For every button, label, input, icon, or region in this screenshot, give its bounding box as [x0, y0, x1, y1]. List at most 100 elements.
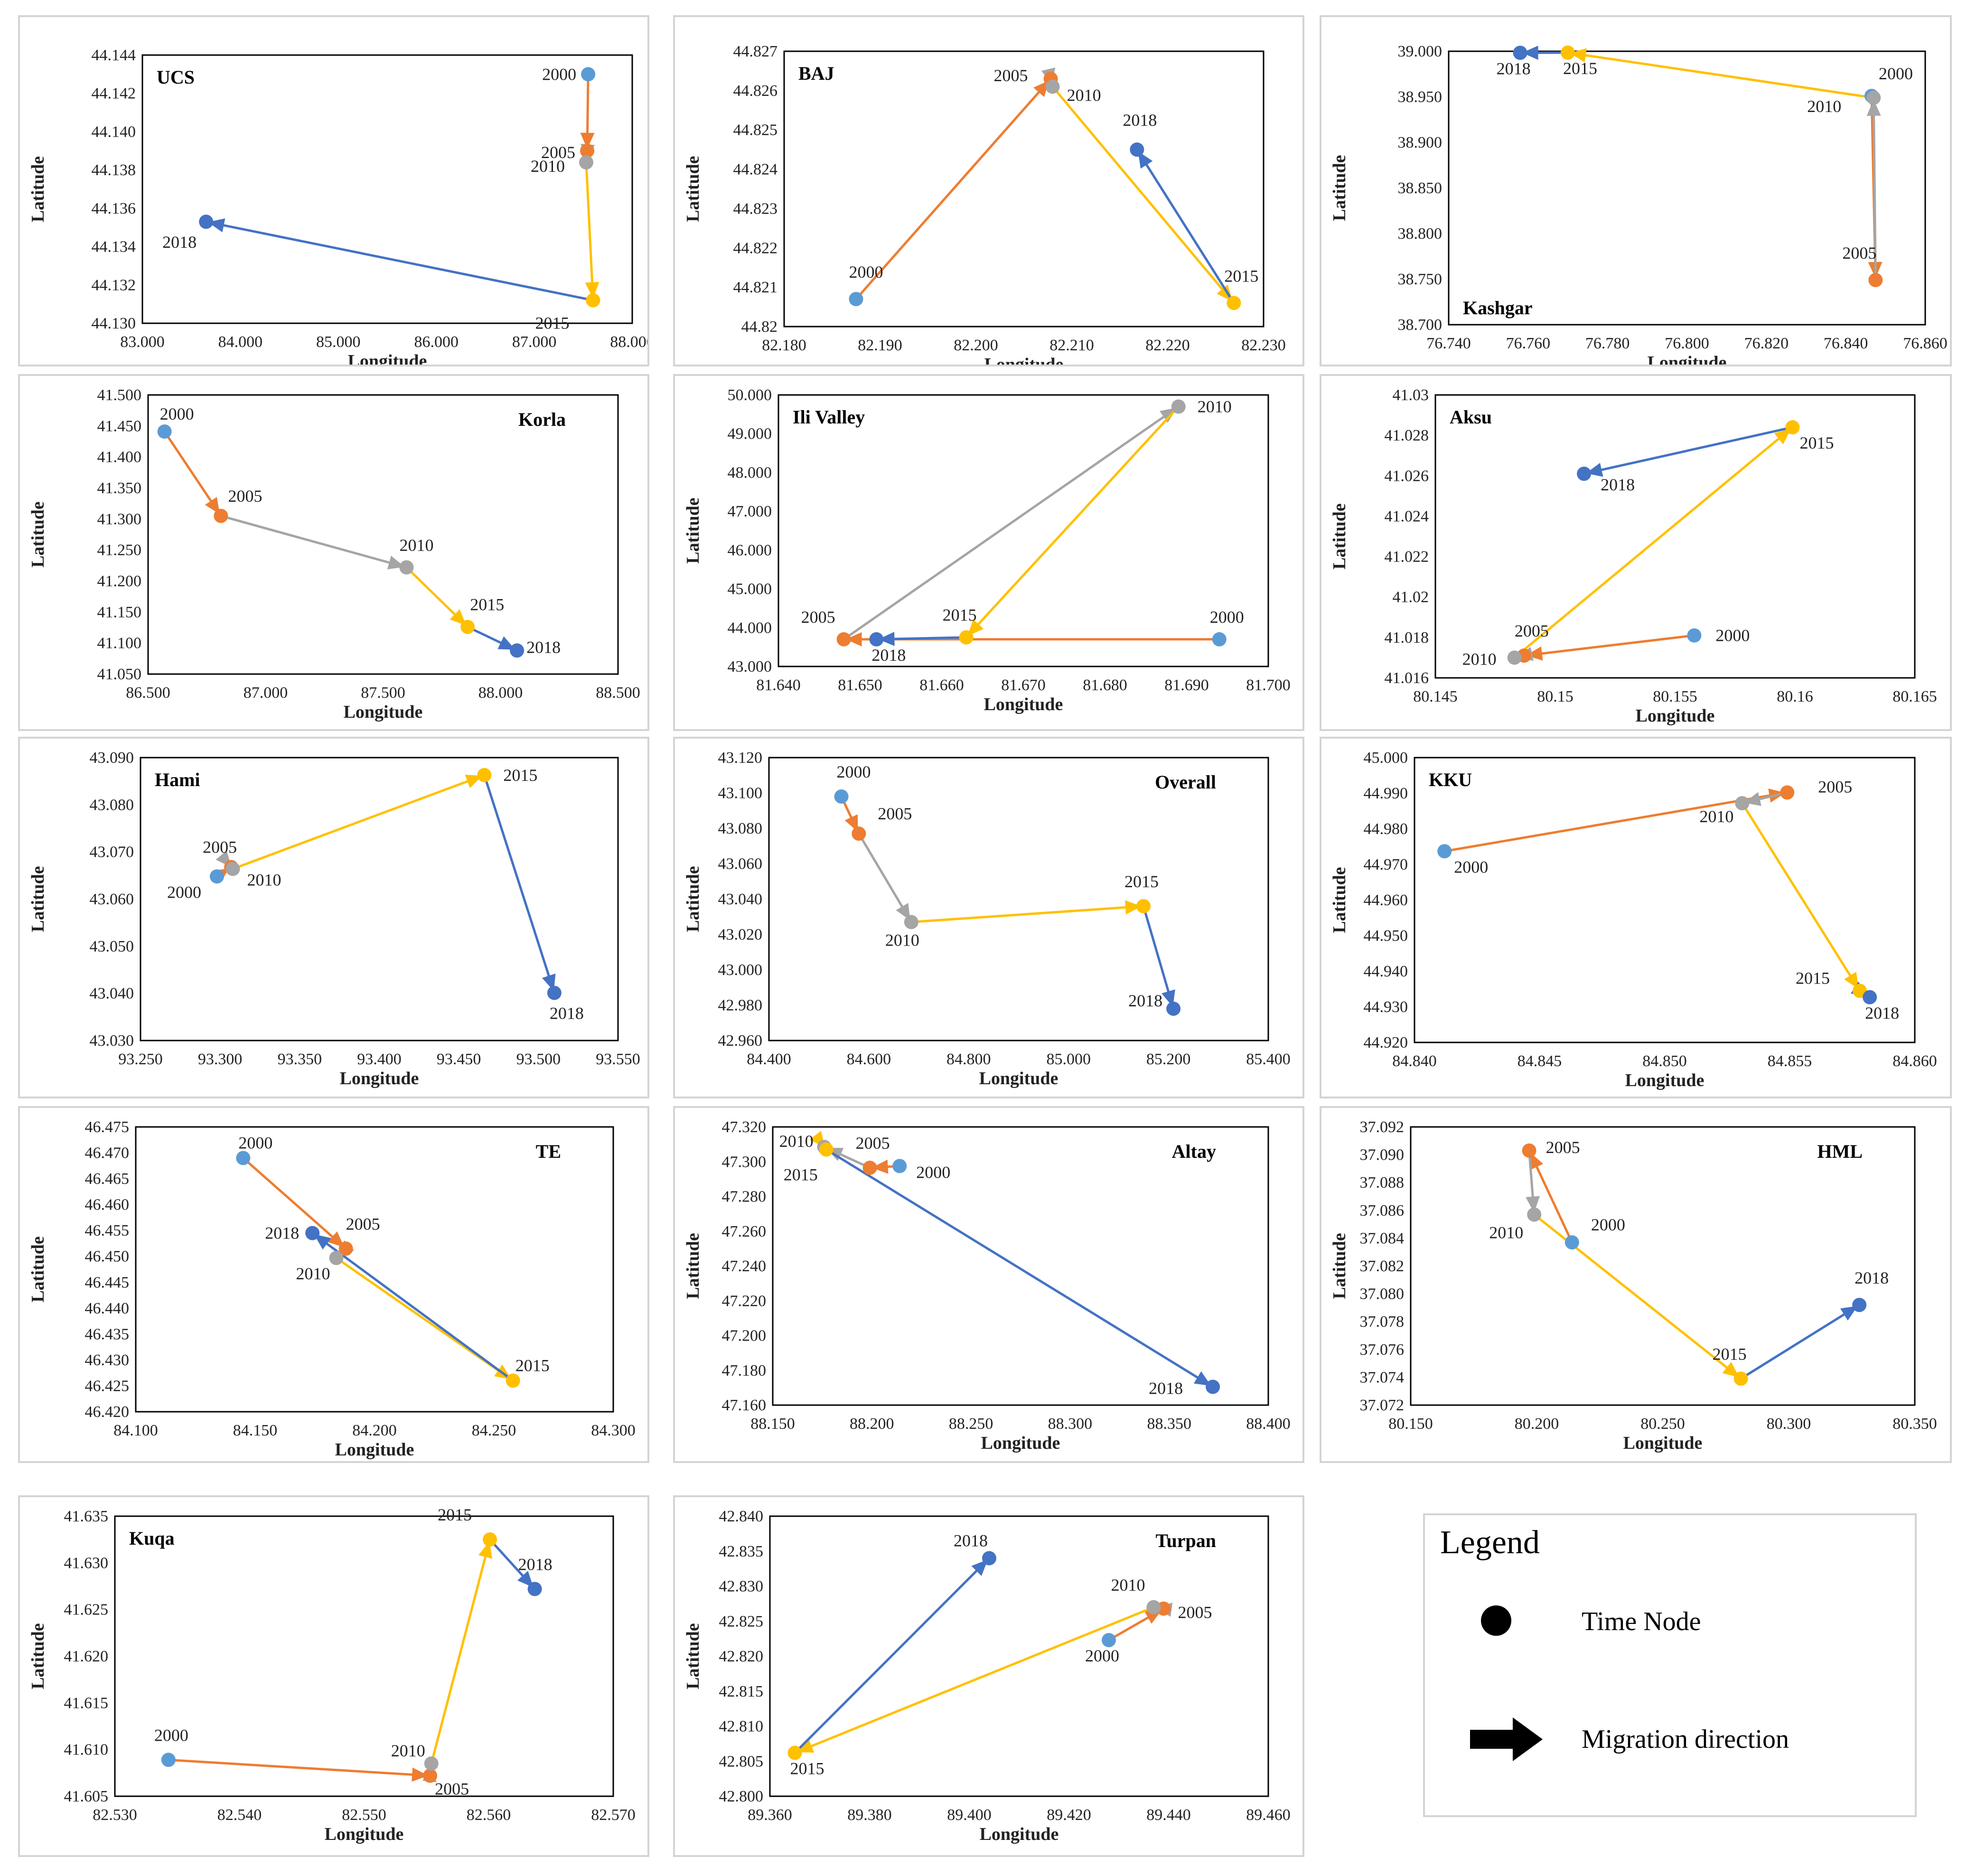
y-tick-label: 41.022	[1385, 548, 1429, 566]
y-tick-label: 44.980	[1364, 820, 1408, 838]
x-tick-label: 82.180	[762, 337, 806, 354]
y-tick-label: 43.100	[718, 785, 763, 802]
year-label-2010: 2010	[1111, 1576, 1145, 1595]
y-tick-label: 44.821	[733, 279, 778, 296]
y-tick-label: 41.100	[97, 635, 142, 652]
migration-arrow-2018	[1840, 1306, 1858, 1321]
x-tick-label: 88.350	[1147, 1415, 1191, 1433]
year-label-2015: 2015	[438, 1505, 472, 1524]
y-tick-label: 38.800	[1398, 225, 1442, 243]
time-node-2005	[862, 1161, 877, 1175]
time-node-2010	[1507, 650, 1522, 665]
y-tick-label: 41.03	[1393, 386, 1429, 404]
time-node-2000	[1212, 632, 1227, 647]
time-node-2015	[819, 1142, 834, 1157]
x-tick-label: 84.100	[113, 1422, 158, 1439]
x-tick-label: 80.155	[1653, 688, 1697, 705]
chart-panel-ili-valley: 81.640 81.650 81.660 81.670 81.680 81.690 81.7…	[673, 374, 1304, 731]
time-node-2010	[1045, 79, 1060, 94]
migration-line-2005	[1444, 791, 1788, 853]
time-node-2005	[580, 143, 595, 158]
time-node-2005	[423, 1768, 438, 1783]
year-label-2000: 2000	[849, 263, 883, 281]
chart-title: Ili Valley	[793, 406, 865, 428]
x-tick-label: 89.380	[847, 1806, 892, 1824]
y-tick-label: 37.088	[1360, 1174, 1405, 1191]
x-tick-label: 82.550	[342, 1806, 386, 1824]
y-tick-label: 47.260	[722, 1223, 767, 1240]
y-axis-title: Latitude	[1330, 867, 1349, 933]
year-label-2010: 2010	[1807, 97, 1841, 116]
x-tick-label: 84.860	[1892, 1052, 1937, 1070]
x-tick-label: 93.500	[516, 1051, 561, 1068]
year-label-2015: 2015	[943, 606, 977, 625]
y-tick-label: 41.200	[97, 572, 142, 590]
chart-title: Hami	[155, 769, 200, 790]
plot-frame	[1448, 50, 1926, 326]
y-tick-label: 41.625	[64, 1601, 109, 1619]
chart-svg: 82.530 82.540 82.550 82.560 82.570 41.605 41.6…	[28, 1505, 636, 1844]
y-tick-label: 37.090	[1360, 1146, 1405, 1164]
y-tick-label: 44.930	[1364, 998, 1408, 1016]
time-node-2000	[1102, 1633, 1116, 1648]
chart-panel-hami: 93.250 93.300 93.350 93.400 93.450 93.500 93.5…	[18, 737, 649, 1098]
x-tick-label: 80.250	[1640, 1415, 1685, 1433]
x-tick-label: 81.640	[756, 676, 801, 694]
y-axis-title: Latitude	[28, 1623, 48, 1689]
migration-line-2015	[965, 405, 1180, 638]
y-tick-label: 43.020	[718, 926, 763, 944]
y-tick-label: 42.815	[719, 1683, 764, 1700]
year-label-2010: 2010	[247, 870, 281, 889]
year-label-2000: 2000	[542, 65, 576, 84]
chart-title: TE	[536, 1141, 561, 1162]
y-tick-label: 41.300	[97, 510, 142, 528]
migration-line-2015	[585, 162, 594, 300]
x-tick-label: 84.840	[1392, 1052, 1437, 1070]
year-label-2018: 2018	[954, 1531, 988, 1550]
migration-line-2018	[1740, 1304, 1860, 1380]
time-node-2010	[1527, 1207, 1542, 1222]
x-tick-label: 93.250	[118, 1051, 163, 1068]
y-tick-label: 41.610	[64, 1741, 109, 1759]
time-node-2010	[1171, 399, 1186, 414]
migration-arrow-2010	[896, 903, 910, 920]
time-node-2018	[510, 643, 525, 658]
y-tick-label: 43.030	[90, 1032, 134, 1050]
y-tick-label: 46.430	[85, 1351, 130, 1369]
year-label-2015: 2015	[1124, 872, 1159, 891]
y-tick-label: 41.150	[97, 603, 142, 621]
y-tick-label: 39.000	[1398, 43, 1442, 60]
chart-panel-overall: 84.400 84.600 84.800 85.000 85.200 85.400 42.9…	[673, 737, 1304, 1098]
year-label-2018: 2018	[1865, 1004, 1899, 1022]
y-tick-label: 41.024	[1385, 507, 1429, 525]
y-tick-label: 44.142	[92, 85, 136, 103]
x-tick-label: 82.190	[858, 337, 902, 354]
x-tick-label: 80.145	[1413, 688, 1458, 705]
year-label-2015: 2015	[515, 1356, 550, 1375]
migration-arrow-2015	[1844, 972, 1859, 989]
y-tick-label: 38.700	[1398, 316, 1442, 334]
y-tick-label: 47.240	[722, 1257, 767, 1275]
x-tick-label: 82.530	[93, 1806, 137, 1824]
y-tick-label: 42.805	[719, 1753, 764, 1770]
migration-arrow-2015	[967, 619, 984, 636]
time-node-2015	[460, 619, 475, 634]
y-tick-label: 37.072	[1360, 1397, 1405, 1414]
y-tick-label: 48.000	[728, 464, 772, 481]
legend-time-node-label: Time Node	[1582, 1607, 1701, 1636]
time-node-2018	[547, 985, 562, 1000]
time-node-2010	[329, 1251, 344, 1265]
y-tick-label: 44.970	[1364, 856, 1408, 873]
x-tick-label: 93.450	[437, 1051, 481, 1068]
chart-svg: 88.150 88.200 88.250 88.300 88.350 88.400 47.1…	[683, 1118, 1291, 1453]
time-node-2000	[236, 1151, 251, 1165]
year-label-2005: 2005	[1818, 778, 1852, 797]
y-tick-label: 41.016	[1385, 669, 1429, 687]
chart-svg: 89.360 89.380 89.400 89.420 89.440 89.460 42.8…	[683, 1508, 1291, 1844]
y-tick-label: 44.138	[92, 161, 136, 179]
y-tick-label: 44.826	[733, 82, 778, 100]
y-tick-label: 46.425	[85, 1377, 130, 1395]
y-tick-label: 41.028	[1385, 427, 1429, 444]
year-label-2010: 2010	[885, 930, 919, 949]
x-tick-label: 88.150	[750, 1415, 795, 1433]
